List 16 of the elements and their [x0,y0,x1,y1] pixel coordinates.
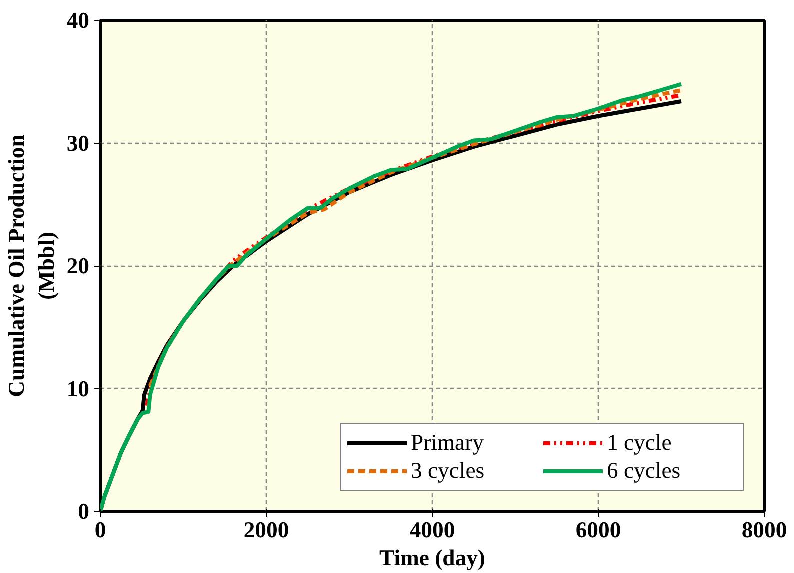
y-axis-title: Cumulative Oil Production (Mbbl) [4,134,59,398]
legend-label: Primary [411,430,485,456]
legend-label: 3 cycles [411,458,486,484]
x-tick-label: 0 [94,518,106,542]
x-tick-label: 6000 [576,518,622,542]
x-tick-label: 2000 [244,518,290,542]
y-tick-label: 10 [66,376,90,402]
y-tick-label: 20 [66,254,90,278]
legend-label: 6 cycles [607,458,682,484]
x-tick-label: 4000 [410,518,456,542]
x-axis-title: Time (day) [380,546,486,570]
y-tick-label: 30 [66,130,90,156]
legend-label: 1 cycle [607,430,673,456]
x-tick-label: 8000 [742,518,788,542]
y-tick-label: 40 [66,8,90,33]
y-tick-label: 0 [78,499,90,524]
